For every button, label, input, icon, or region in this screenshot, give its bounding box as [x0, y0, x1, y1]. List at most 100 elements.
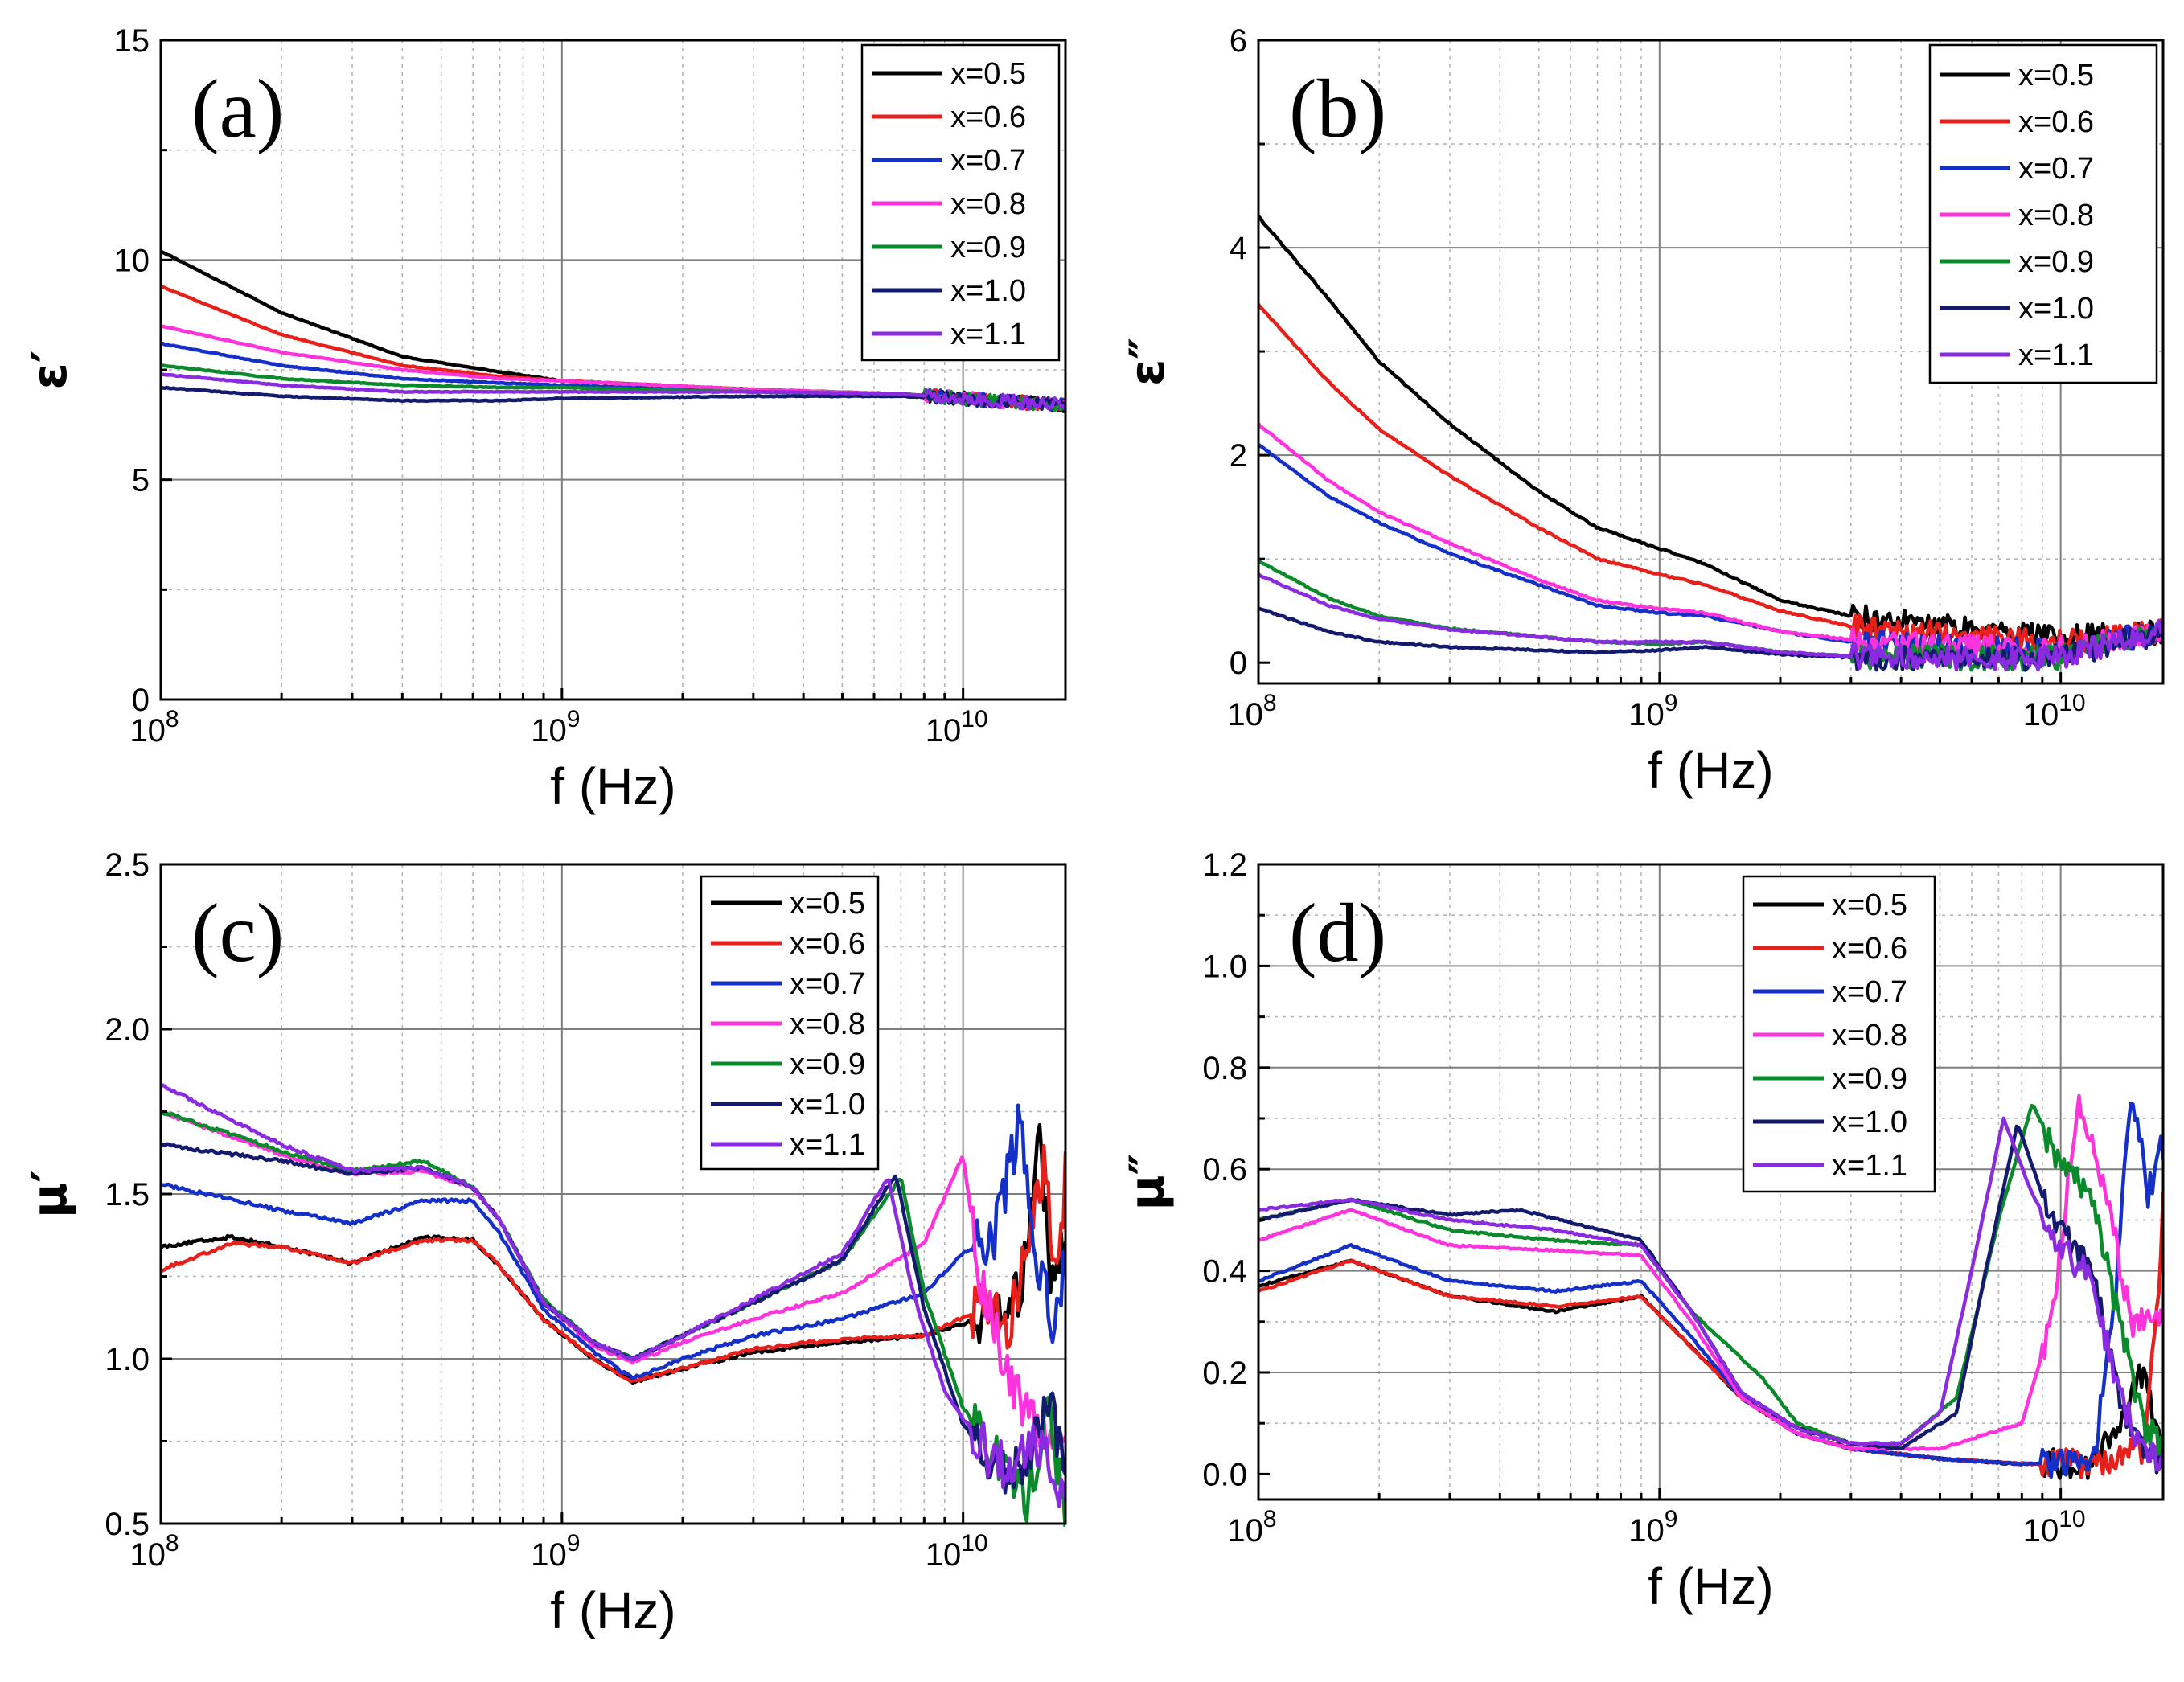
y-tick-label: 10 — [114, 243, 150, 278]
y-tick-label: 5 — [132, 463, 150, 498]
x-axis-title: f (Hz) — [1648, 1557, 1773, 1615]
panel-label: (d) — [1289, 887, 1386, 979]
series-line-x-1-1 — [161, 372, 1065, 412]
series-group — [1258, 214, 2163, 672]
y-tick-label: 15 — [114, 23, 150, 59]
series-line-x-0-6 — [1258, 1191, 2163, 1479]
x-tick-label: 1010 — [926, 706, 988, 749]
series-line-x-1-0 — [161, 385, 1065, 412]
series-line-x-0-9 — [161, 363, 1065, 412]
y-tick-label: 2.5 — [105, 847, 150, 883]
legend-entry: x=0.7 — [2018, 152, 2094, 186]
y-tick-label: 6 — [1230, 23, 1247, 59]
plot-frame — [1257, 39, 2165, 685]
x-tick-base: 10 — [1628, 1513, 1665, 1549]
x-tick-label: 108 — [1227, 1506, 1276, 1549]
x-tick-base: 10 — [926, 713, 962, 749]
legend: x=0.5 x=0.6 x=0.7 x=0.8 x=0.9 x=1.0 x=1.1 — [700, 875, 880, 1171]
legend-entry: x=1.1 — [790, 1128, 865, 1162]
legend-entry: x=1.1 — [2018, 338, 2094, 372]
y-tick-label: 2.0 — [105, 1012, 150, 1048]
y-tick-label: 2 — [1230, 438, 1247, 474]
legend: x=0.5 x=0.6 x=0.7 x=0.8 x=0.9 x=1.0 x=1.1 — [860, 43, 1061, 362]
y-tick-label: 4 — [1230, 231, 1247, 266]
x-tick-label: 109 — [1628, 1506, 1677, 1549]
legend-entry: x=0.9 — [790, 1048, 865, 1081]
y-tick-label: 0.5 — [105, 1507, 150, 1542]
series-line-x-0-7 — [161, 1103, 1065, 1380]
x-tick-exponent: 9 — [567, 1530, 581, 1557]
series-line-x-1-1 — [161, 1083, 1065, 1508]
y-tick-label: 0.4 — [1202, 1254, 1247, 1290]
x-tick-base: 10 — [2023, 1513, 2059, 1549]
x-tick-exponent: 8 — [166, 706, 179, 732]
y-tick-label: 0.2 — [1202, 1356, 1247, 1391]
x-tick-base: 10 — [531, 713, 567, 749]
y-axis-title: ε′ — [22, 350, 78, 389]
legend-entry: x=0.6 — [2018, 105, 2094, 139]
legend: x=0.5 x=0.6 x=0.7 x=0.8 x=0.9 x=1.0 x=1.1 — [1928, 43, 2158, 384]
x-tick-exponent: 10 — [961, 706, 987, 732]
series-line-x-1-1 — [1258, 572, 2163, 672]
x-tick-exponent: 8 — [1263, 1506, 1277, 1532]
y-tick-label: 1.0 — [105, 1342, 150, 1377]
plot-frame — [1257, 863, 2165, 1501]
x-axis-title: f (Hz) — [1648, 741, 1773, 799]
x-tick-exponent: 10 — [2059, 1506, 2085, 1532]
x-tick-exponent: 10 — [2059, 690, 2085, 716]
y-tick-label: 0.8 — [1202, 1051, 1247, 1086]
legend: x=0.5 x=0.6 x=0.7 x=0.8 x=0.9 x=1.0 x=1.1 — [1742, 875, 1936, 1193]
legend-entry: x=0.6 — [790, 927, 865, 961]
series-group — [161, 249, 1065, 413]
y-tick-label: 1.0 — [1202, 949, 1247, 984]
series-group — [161, 1083, 1065, 1527]
panel-label: (b) — [1289, 63, 1386, 155]
legend-entry: x=0.6 — [1832, 932, 1907, 966]
series-line-x-0-6 — [161, 1144, 1065, 1384]
x-tick-label: 1010 — [2023, 690, 2086, 732]
legend-entry: x=0.7 — [950, 144, 1026, 178]
legend-entry: x=0.7 — [790, 967, 865, 1001]
y-axis-title: μ′ — [22, 1170, 78, 1218]
x-tick-label: 109 — [1628, 690, 1677, 732]
x-tick-exponent: 10 — [961, 1530, 987, 1557]
x-tick-base: 10 — [2023, 697, 2059, 732]
legend-entry: x=1.0 — [790, 1088, 865, 1122]
series-line-x-0-7 — [1258, 1101, 2163, 1479]
y-axis-title: μ″ — [1119, 1154, 1176, 1211]
legend-entry: x=0.5 — [950, 57, 1026, 91]
legend-entry: x=1.1 — [950, 318, 1026, 351]
x-tick-label: 109 — [531, 706, 580, 749]
series-line-x-1-1 — [1258, 1116, 2163, 1472]
legend-entry: x=0.5 — [2018, 59, 2094, 92]
legend-entry: x=0.8 — [2018, 199, 2094, 232]
series-line-x-1-0 — [161, 1142, 1065, 1495]
x-tick-label: 108 — [129, 706, 179, 749]
legend-entry: x=0.5 — [1832, 888, 1907, 922]
legend-entry: x=1.0 — [2018, 292, 2094, 326]
legend-entry: x=0.8 — [790, 1007, 865, 1041]
series-line-x-0-9 — [1258, 1104, 2163, 1461]
x-tick-exponent: 9 — [1665, 1506, 1678, 1532]
x-tick-label: 108 — [1227, 690, 1276, 732]
y-tick-label: 0 — [132, 683, 150, 718]
x-tick-base: 10 — [1227, 1513, 1263, 1549]
panel-label: (c) — [191, 887, 284, 979]
y-tick-label: 0.6 — [1202, 1152, 1247, 1188]
y-tick-label: 0.0 — [1202, 1457, 1247, 1492]
grid — [161, 40, 1065, 699]
y-axis-title: ε″ — [1119, 338, 1176, 386]
x-tick-label: 1010 — [926, 1530, 988, 1573]
panel-label: (a) — [191, 63, 284, 155]
x-tick-base: 10 — [1628, 697, 1665, 732]
y-tick-label: 0 — [1230, 646, 1247, 681]
x-axis-title: f (Hz) — [550, 757, 675, 815]
legend-entry: x=0.8 — [1832, 1019, 1907, 1052]
x-tick-base: 10 — [1227, 697, 1263, 732]
series-line-x-0-6 — [1258, 302, 2163, 654]
y-tick-label: 1.2 — [1202, 847, 1247, 883]
